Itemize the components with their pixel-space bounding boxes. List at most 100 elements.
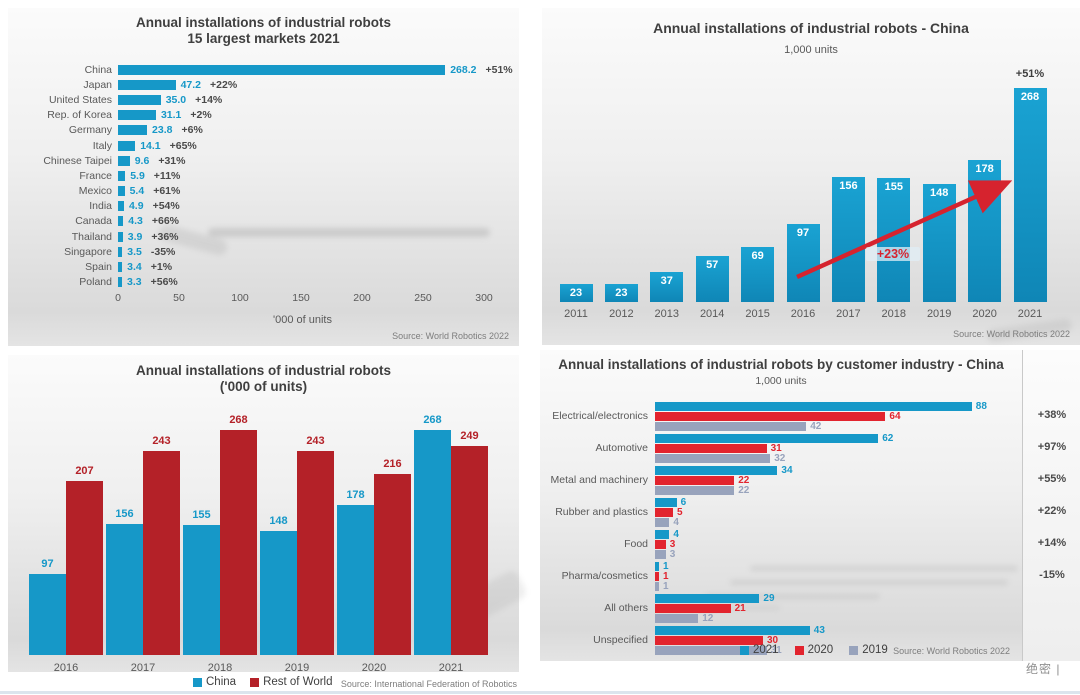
tick-label: 2018 [881, 308, 907, 320]
source-caption: Source: World Robotics 2022 [953, 329, 1070, 339]
bar-row: Poland 3.3 +56% [8, 275, 519, 290]
source-caption: Source: International Federation of Robo… [340, 679, 517, 689]
tick-label: 2021 [438, 662, 464, 674]
change-label: -35% [150, 245, 176, 258]
tick-label: 250 [414, 292, 432, 304]
bottom-edge-line [0, 691, 1080, 694]
bar-value-label: 216 [383, 457, 402, 470]
bar [655, 614, 699, 623]
category-label: Unspecified [593, 634, 648, 646]
legend-swatch [849, 645, 859, 655]
bar-value-label: 88 [975, 401, 987, 412]
bar [118, 246, 123, 257]
category-label: India [89, 200, 112, 213]
category-label: Automotive [595, 442, 648, 454]
bar [66, 481, 103, 655]
source-caption: Source: World Robotics 2022 [392, 331, 509, 341]
bar-value-label: 31.1 [160, 109, 182, 122]
category-label: France [79, 169, 112, 182]
bar-value-label: 3 [669, 549, 676, 560]
bar-value-label: 34 [781, 465, 793, 476]
bar [655, 518, 670, 527]
bar [650, 272, 684, 302]
bar-value-label: 35.0 [165, 93, 187, 106]
bar-value-label: 3 [669, 539, 676, 550]
chart-title: Annual installations of industrial robot… [653, 20, 969, 36]
change-label: +55% [1037, 473, 1067, 485]
bar [655, 454, 771, 463]
bar [741, 246, 775, 302]
bar-value-label: 57 [706, 259, 719, 272]
category-label: Japan [83, 78, 112, 91]
bar [655, 550, 666, 559]
x-axis-label: '000 of units [273, 314, 332, 326]
bar-row: Singapore 3.5 -35% [8, 244, 519, 259]
bar-value-label: 23 [569, 286, 583, 299]
change-label: +66% [151, 215, 179, 228]
bar [655, 402, 972, 411]
bar [337, 505, 374, 655]
bar-value-label: 178 [975, 162, 994, 175]
bar [118, 64, 446, 75]
bar [695, 256, 729, 302]
bar-value-label: 97 [796, 227, 810, 240]
bar [118, 140, 136, 151]
chart-title-line2: 15 largest markets 2021 [187, 31, 340, 46]
category-label: United States [48, 93, 112, 106]
category-label: Mexico [78, 185, 112, 198]
tick-label: 2016 [53, 662, 79, 674]
category-label: Food [624, 538, 648, 550]
bar [922, 183, 956, 302]
legend-swatch [740, 645, 749, 655]
tick-label: 2013 [654, 308, 680, 320]
legend-label: China [206, 676, 237, 688]
trend-change-label: +23% [866, 247, 920, 261]
bar-value-label: 97 [41, 557, 54, 570]
bar-value-label: 178 [346, 489, 365, 502]
bar [29, 573, 66, 655]
change-label: +22% [210, 78, 238, 91]
bar-value-label: 4.9 [128, 200, 144, 213]
bar-value-label: 31 [770, 645, 782, 656]
bar-value-label: 148 [930, 186, 949, 199]
bar [655, 594, 760, 603]
change-label: +61% [153, 185, 181, 198]
bar [414, 429, 451, 655]
change-label: +54% [152, 200, 180, 213]
bar-value-label: 3.3 [127, 276, 142, 289]
bar [220, 429, 257, 655]
bar-value-label: 23 [615, 286, 628, 299]
bar-rows: China 268.2 +51% Japan 47.2 +22% United States… [8, 62, 519, 290]
bar-row: Japan 47.2 +22% [8, 77, 519, 92]
bar [655, 498, 677, 507]
bar [118, 277, 123, 288]
change-label: +6% [181, 124, 203, 137]
bar-value-label: 29 [763, 593, 775, 604]
bar-value-label: 14.1 [140, 139, 161, 152]
category-label: All others [604, 602, 648, 614]
category-label: Rubber and plastics [555, 506, 648, 518]
tick-label: 2011 [564, 308, 588, 320]
bar-value-label: 155 [192, 508, 211, 521]
percent-column-strip [1023, 350, 1080, 661]
legend-item: 2019 [849, 644, 888, 656]
plot-area: Electrical/electronics 88 64 42 +38% Automoti… [540, 350, 1080, 661]
bar-value-label: 5 [677, 507, 683, 518]
bar [118, 110, 156, 121]
bar-value-label: 5.4 [129, 185, 145, 198]
chart-panel-by-industry: Annual installations of industrial robot… [540, 350, 1080, 661]
bar-value-label: 3.4 [127, 261, 142, 274]
tick-label: 2019 [284, 662, 310, 674]
bar-value-label: 243 [306, 434, 325, 447]
tick-label: 300 [475, 292, 493, 304]
bar-value-label: 207 [75, 465, 94, 478]
bar-value-label: 23.8 [152, 124, 173, 137]
bar [655, 582, 659, 591]
tick-label: 2020 [361, 662, 387, 674]
tick-label: 2019 [926, 308, 952, 320]
legend-item: Rest of World [250, 676, 333, 688]
plot-area: 97 207 2016 156 243 2017 155 268 2018 148 243 2019 1… [8, 355, 519, 674]
category-label: Germany [68, 124, 112, 137]
bar [655, 604, 731, 613]
bar-row: United States 35.0 +14% [8, 92, 519, 107]
